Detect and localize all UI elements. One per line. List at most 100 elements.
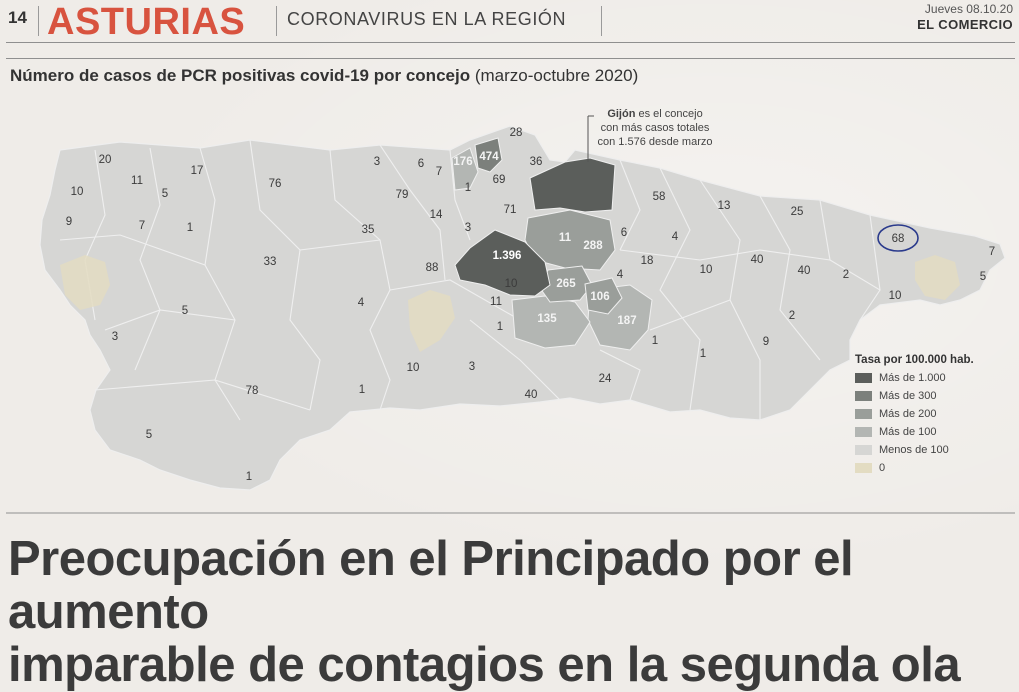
legend-label: 0 xyxy=(879,462,886,474)
legend-item: Más de 100 xyxy=(855,423,985,441)
handwritten-circle xyxy=(877,224,919,252)
map-label: 1 xyxy=(186,222,194,234)
map-label: 5 xyxy=(161,188,169,200)
newspaper-name: EL COMERCIO xyxy=(917,17,1013,32)
region-over-300 xyxy=(474,137,503,173)
legend-label: Más de 1.000 xyxy=(879,372,946,384)
headline-line-1: Preocupación en el Principado por el aum… xyxy=(8,532,854,639)
map-label: 17 xyxy=(190,165,204,177)
map-label: 2 xyxy=(788,310,796,322)
section-name: ASTURIAS xyxy=(47,1,246,43)
section-topic: CORONAVIRUS EN LA REGIÓN xyxy=(287,9,567,29)
map-label: 7 xyxy=(435,166,443,178)
region-over-1000 xyxy=(454,229,551,297)
map-title-period: (marzo-octubre 2020) xyxy=(474,66,639,85)
map-label: 10 xyxy=(504,278,518,290)
map-label: 11 xyxy=(131,175,143,187)
masthead-divider xyxy=(276,6,277,36)
map-label: 40 xyxy=(524,389,538,401)
map-label: 68 xyxy=(891,233,905,245)
map-title-main: Número de casos de PCR positivas covid-1… xyxy=(10,66,471,85)
map-label: 36 xyxy=(529,156,543,168)
map-label: 79 xyxy=(395,189,409,201)
region-zero-east xyxy=(915,255,960,300)
map-label: 474 xyxy=(479,151,499,163)
legend-swatch xyxy=(855,427,872,437)
map-label: 78 xyxy=(245,385,259,397)
map-label: 28 xyxy=(509,127,523,139)
map-label: 7 xyxy=(138,220,146,232)
legend-swatch xyxy=(855,409,872,419)
map-label: 3 xyxy=(111,331,119,343)
map-label: 76 xyxy=(268,178,282,190)
map-label: 4 xyxy=(616,269,624,281)
region-zero-center xyxy=(408,290,455,352)
map-label: 7 xyxy=(988,246,996,258)
map-label: 35 xyxy=(361,224,375,236)
masthead: 14 ASTURIAS CORONAVIRUS EN LA REGIÓN Jue… xyxy=(0,0,1019,44)
map-label: 40 xyxy=(797,265,811,277)
map-label: 5 xyxy=(979,271,987,283)
legend-item: 0 xyxy=(855,459,985,477)
map-label: 10 xyxy=(699,264,713,276)
legend-item: Menos de 100 xyxy=(855,441,985,459)
map-label: 3 xyxy=(464,222,472,234)
callout-line-1-text: es el concejo xyxy=(635,108,703,120)
map-label: 71 xyxy=(503,204,517,216)
map-label: 3 xyxy=(468,361,476,373)
map-label: 5 xyxy=(145,429,153,441)
map-label: 69 xyxy=(492,174,506,186)
map-label: 2 xyxy=(842,269,850,281)
map-label: 10 xyxy=(888,290,902,302)
map-label: 25 xyxy=(790,206,804,218)
map-label: 6 xyxy=(620,227,628,239)
map-label: 187 xyxy=(617,315,637,327)
callout-line-2: con más casos totales xyxy=(600,122,710,134)
legend-swatch xyxy=(855,463,872,473)
map-label: 1.396 xyxy=(492,250,522,262)
map-label: 20 xyxy=(98,154,112,166)
map-label: 24 xyxy=(598,373,612,385)
legend-item: Más de 1.000 xyxy=(855,369,985,387)
map-label: 11 xyxy=(490,296,502,308)
region-over-100 xyxy=(451,147,479,191)
map-label: 10 xyxy=(406,362,420,374)
map-label: 135 xyxy=(537,313,557,325)
callout-highlight: Gijón xyxy=(607,108,636,120)
map-label: 1 xyxy=(245,471,253,483)
region-over-200 xyxy=(584,277,623,315)
issue-date: Jueves 08.10.20 xyxy=(924,2,1013,16)
map-label: 88 xyxy=(425,262,439,274)
map-label: 265 xyxy=(556,278,576,290)
legend-label: Más de 300 xyxy=(879,390,937,402)
region-zero-west xyxy=(60,255,110,310)
map-label: 33 xyxy=(263,256,277,268)
masthead-divider xyxy=(38,6,39,36)
map-label: 4 xyxy=(357,297,365,309)
masthead-divider xyxy=(601,6,602,36)
legend-title: Tasa por 100.000 hab. xyxy=(855,354,974,366)
map-label: 3 xyxy=(373,156,381,168)
map-label: 10 xyxy=(70,186,84,198)
council-borders xyxy=(59,139,881,421)
legend-label: Más de 200 xyxy=(879,408,937,420)
map-label: 1 xyxy=(651,335,659,347)
map-label: 14 xyxy=(429,209,443,221)
map-label: 18 xyxy=(640,255,654,267)
map-label: 11 xyxy=(558,232,572,244)
map-label: 9 xyxy=(762,336,770,348)
headline-line-2: imparable de contagios en la segunda ola xyxy=(8,638,961,692)
map-label: 1 xyxy=(464,182,472,194)
legend-label: Más de 100 xyxy=(879,426,937,438)
callout-line-1: Gijón es el concejo xyxy=(596,107,714,121)
legend-item: Más de 200 xyxy=(855,405,985,423)
map-label: 13 xyxy=(717,200,731,212)
asturias-map xyxy=(6,115,1015,514)
map-label: 106 xyxy=(590,291,610,303)
article-headline: Preocupación en el Principado por el aum… xyxy=(8,533,1013,692)
legend-label: Menos de 100 xyxy=(879,444,949,456)
legend-swatch xyxy=(855,391,872,401)
map-label: 4 xyxy=(671,231,679,243)
legend-swatch xyxy=(855,445,872,455)
masthead-rule xyxy=(6,42,1015,43)
